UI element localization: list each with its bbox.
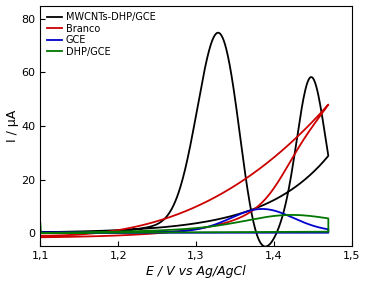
Branco (38, 234, 42, 237)
DHP/GCE (38, 231, 42, 235)
GCE (218, 231, 222, 234)
DHP/GCE (38, 221, 42, 225)
X-axis label: E / V vs Ag/AgCl: E / V vs Ag/AgCl (146, 266, 246, 278)
DHP/GCE (97, 230, 101, 234)
GCE (272, 209, 276, 212)
GCE (38, 229, 42, 233)
GCE (164, 231, 168, 234)
MWCNTs-DHP/GCE (154, 226, 158, 229)
GCE (154, 231, 158, 234)
DHP/GCE (218, 231, 223, 234)
DHP/GCE (290, 213, 294, 217)
GCE (293, 217, 297, 220)
DHP/GCE (271, 214, 276, 218)
GCE (260, 207, 264, 211)
Line: MWCNTs-DHP/GCE: MWCNTs-DHP/GCE (40, 33, 328, 247)
Branco (38, 236, 42, 239)
Line: GCE: GCE (40, 209, 328, 233)
Legend: MWCNTs-DHP/GCE, Branco, GCE, DHP/GCE: MWCNTs-DHP/GCE, Branco, GCE, DHP/GCE (45, 11, 157, 59)
MWCNTs-DHP/GCE (263, 245, 268, 248)
MWCNTs-DHP/GCE (216, 31, 220, 34)
DHP/GCE (293, 213, 297, 217)
DHP/GCE (154, 231, 158, 234)
MWCNTs-DHP/GCE (218, 217, 222, 221)
Branco (97, 234, 101, 238)
GCE (326, 231, 330, 234)
Line: DHP/GCE: DHP/GCE (40, 215, 328, 233)
MWCNTs-DHP/GCE (97, 230, 101, 234)
MWCNTs-DHP/GCE (38, 231, 42, 234)
MWCNTs-DHP/GCE (272, 235, 277, 239)
Branco (154, 220, 158, 223)
GCE (97, 231, 101, 234)
DHP/GCE (165, 231, 169, 234)
MWCNTs-DHP/GCE (293, 147, 298, 150)
MWCNTs-DHP/GCE (164, 225, 168, 229)
Line: Branco: Branco (40, 105, 328, 237)
Branco (165, 216, 169, 220)
Branco (218, 193, 223, 196)
GCE (38, 231, 42, 234)
MWCNTs-DHP/GCE (38, 231, 42, 234)
Y-axis label: I / μA: I / μA (5, 110, 19, 142)
Branco (326, 103, 330, 106)
Branco (271, 187, 276, 191)
Branco (292, 153, 296, 156)
